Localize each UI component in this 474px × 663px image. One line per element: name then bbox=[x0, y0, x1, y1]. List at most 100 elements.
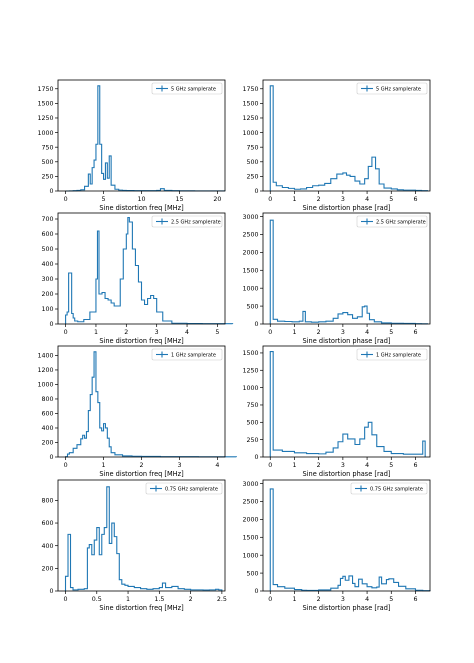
x-tick-label: 1 bbox=[292, 596, 296, 603]
axes-frame bbox=[57, 212, 226, 325]
legend-label: 0.75 GHz samplerate bbox=[370, 486, 423, 492]
x-tick-label: 10 bbox=[137, 196, 145, 203]
y-tick-label: 1500 bbox=[242, 101, 258, 108]
histogram-step-line bbox=[269, 488, 431, 592]
y-tick-label: 750 bbox=[246, 402, 258, 409]
x-tick-label: 3 bbox=[341, 462, 345, 469]
chart-panel-4: 0 1 2 3 4 5 6 0 500 1000 1500 2000 2500 3000 Sine dist… bbox=[242, 212, 431, 345]
x-tick-label: 3 bbox=[155, 329, 159, 336]
y-tick-label: 600 bbox=[41, 520, 53, 527]
legend-label: 5 GHz samplerate bbox=[171, 86, 216, 92]
legend-label: 1 GHz samplerate bbox=[171, 352, 216, 358]
chart-panel-2: 0 1 2 3 4 5 6 0 250 500 750 1000 1250 1500 1750 Sine di… bbox=[242, 79, 431, 212]
x-tick-label: 3 bbox=[177, 462, 181, 469]
y-tick-label: 1000 bbox=[37, 130, 53, 137]
y-tick-label: 200 bbox=[41, 566, 53, 573]
legend-label: 2.5 GHz samplerate bbox=[376, 219, 426, 225]
x-tick-label: 0 bbox=[268, 329, 272, 336]
legend-box bbox=[356, 215, 428, 228]
y-tick-label: 1500 bbox=[242, 267, 258, 274]
axes-frame bbox=[262, 479, 431, 592]
y-tick-label: 1500 bbox=[242, 534, 258, 541]
legend: 5 GHz samplerate bbox=[151, 82, 223, 95]
x-tick-label: 0 bbox=[64, 329, 68, 336]
x-tick-label: 0 bbox=[64, 196, 68, 203]
legend: 0.75 GHz samplerate bbox=[145, 482, 223, 495]
legend-box bbox=[151, 215, 223, 228]
y-tick-label: 0 bbox=[49, 454, 53, 461]
histogram-step-line bbox=[269, 219, 429, 325]
y-tick-label: 1400 bbox=[37, 353, 53, 360]
x-tick-label: 5 bbox=[389, 462, 393, 469]
y-tick-label: 250 bbox=[41, 174, 53, 181]
y-tick-label: 400 bbox=[41, 543, 53, 550]
legend-box bbox=[350, 482, 428, 495]
y-tick-label: 0 bbox=[254, 188, 258, 195]
x-tick-label: 1 bbox=[126, 596, 130, 603]
histogram-step-line bbox=[65, 85, 226, 192]
x-tick-label: 20 bbox=[213, 196, 221, 203]
x-tick-label: 1 bbox=[292, 196, 296, 203]
x-tick-label: 6 bbox=[413, 196, 417, 203]
x-tick-label: 5 bbox=[102, 196, 106, 203]
y-tick-label: 0 bbox=[49, 588, 53, 595]
x-tick-label: 6 bbox=[413, 596, 417, 603]
y-tick-label: 2000 bbox=[242, 517, 258, 524]
x-tick-label: 3 bbox=[341, 196, 345, 203]
y-tick-label: 1250 bbox=[242, 367, 258, 374]
x-tick-label: 4 bbox=[365, 596, 369, 603]
y-tick-label: 2000 bbox=[242, 250, 258, 257]
y-tick-label: 500 bbox=[246, 159, 258, 166]
x-tick-label: 4 bbox=[365, 462, 369, 469]
y-tick-label: 3000 bbox=[242, 214, 258, 221]
y-tick-label: 500 bbox=[41, 159, 53, 166]
chart-panel-6: 0 1 2 3 4 5 6 0 250 500 750 1000 1250 1500 Sine distor… bbox=[242, 345, 431, 478]
y-tick-label: 750 bbox=[246, 144, 258, 151]
axes-frame bbox=[262, 79, 431, 192]
y-tick-label: 500 bbox=[41, 246, 53, 253]
y-tick-label: 500 bbox=[246, 303, 258, 310]
x-axis-label: Sine distortion phase [rad] bbox=[303, 604, 391, 612]
y-tick-label: 800 bbox=[41, 498, 53, 505]
y-tick-label: 500 bbox=[246, 570, 258, 577]
x-tick-label: 15 bbox=[175, 196, 183, 203]
x-axis-label: Sine distortion phase [rad] bbox=[303, 337, 391, 345]
x-tick-label: 5 bbox=[389, 329, 393, 336]
y-tick-label: 1000 bbox=[242, 552, 258, 559]
legend-label: 5 GHz samplerate bbox=[376, 86, 421, 92]
y-tick-label: 0 bbox=[254, 321, 258, 328]
x-tick-label: 0 bbox=[63, 596, 67, 603]
x-tick-label: 2.5 bbox=[217, 596, 227, 603]
legend-box bbox=[145, 482, 223, 495]
x-tick-label: 1 bbox=[292, 329, 296, 336]
x-tick-label: 2 bbox=[317, 596, 321, 603]
x-axis-label: Sine distortion phase [rad] bbox=[303, 470, 391, 478]
y-tick-label: 1250 bbox=[37, 115, 53, 122]
x-axis-label: Sine distortion freq [MHz] bbox=[99, 470, 183, 478]
x-tick-label: 0 bbox=[268, 596, 272, 603]
x-tick-label: 2 bbox=[139, 462, 143, 469]
x-tick-label: 0.5 bbox=[92, 596, 102, 603]
legend-box bbox=[356, 348, 428, 361]
legend: 1 GHz samplerate bbox=[356, 348, 428, 361]
chart-panel-1: 0 5 10 15 20 0 250 500 750 1000 1250 1500 1750 Sine d… bbox=[37, 79, 226, 212]
legend-label: 1 GHz samplerate bbox=[376, 352, 421, 358]
axes-frame bbox=[57, 479, 226, 592]
x-tick-label: 4 bbox=[215, 462, 219, 469]
x-tick-label: 2 bbox=[317, 329, 321, 336]
y-tick-label: 200 bbox=[41, 440, 53, 447]
y-tick-label: 1750 bbox=[242, 86, 258, 93]
x-tick-label: 6 bbox=[413, 329, 417, 336]
x-tick-label: 1 bbox=[94, 329, 98, 336]
y-tick-label: 2500 bbox=[242, 232, 258, 239]
legend: 1 GHz samplerate bbox=[151, 348, 223, 361]
x-tick-label: 4 bbox=[365, 196, 369, 203]
y-tick-label: 0 bbox=[254, 588, 258, 595]
y-tick-label: 1750 bbox=[37, 86, 53, 93]
x-tick-label: 0 bbox=[268, 196, 272, 203]
x-axis-label: Sine distortion freq [MHz] bbox=[99, 337, 183, 345]
y-tick-label: 1250 bbox=[242, 115, 258, 122]
y-tick-label: 200 bbox=[41, 291, 53, 298]
